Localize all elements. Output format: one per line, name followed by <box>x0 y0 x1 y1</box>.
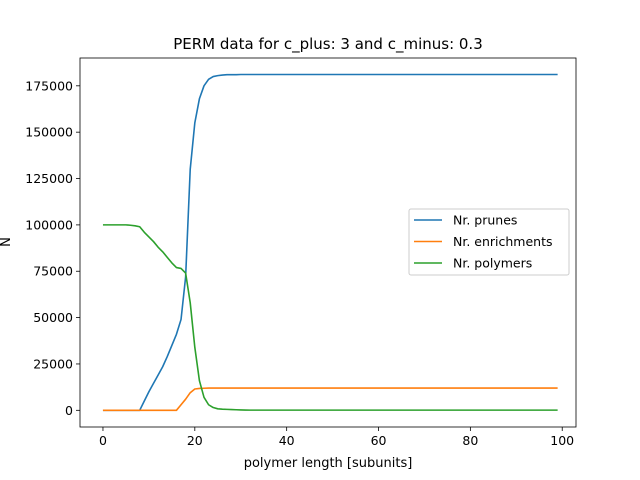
series-line-1 <box>102 387 558 412</box>
x-tick-label: 60 <box>371 433 387 448</box>
series-line-2 <box>102 224 558 411</box>
series-line-0 <box>102 73 558 412</box>
x-tick-label: 40 <box>279 433 295 448</box>
x-tick-label: 100 <box>550 433 574 448</box>
y-tick-label: 175000 <box>25 78 73 93</box>
series-lines <box>102 73 558 412</box>
chart-title: PERM data for c_plus: 3 and c_minus: 0.3 <box>173 35 483 54</box>
y-axis: 0 25000 50000 75000 100000 125000 150000 175000 <box>25 78 80 418</box>
legend-label-2: Nr. polymers <box>453 256 532 271</box>
y-tick-label: 0 <box>65 403 73 418</box>
legend: Nr. prunes Nr. enrichments Nr. polymers <box>408 208 570 276</box>
x-axis: 0 20 40 60 80 100 <box>99 427 574 448</box>
legend-box <box>408 208 570 276</box>
x-axis-label: polymer length [subunits] <box>244 456 413 471</box>
legend-label-0: Nr. prunes <box>453 213 517 228</box>
legend-label-1: Nr. enrichments <box>453 234 553 249</box>
x-tick-label: 0 <box>99 433 107 448</box>
y-axis-label: N <box>0 237 14 247</box>
y-tick-label: 100000 <box>25 217 73 232</box>
x-tick-label: 80 <box>462 433 478 448</box>
y-tick-label: 25000 <box>33 356 73 371</box>
y-tick-label: 150000 <box>25 125 73 140</box>
y-tick-label: 125000 <box>25 171 73 186</box>
x-tick-label: 20 <box>187 433 203 448</box>
y-tick-label: 75000 <box>33 264 73 279</box>
plot-frame <box>79 57 577 428</box>
y-tick-label: 50000 <box>33 310 73 325</box>
